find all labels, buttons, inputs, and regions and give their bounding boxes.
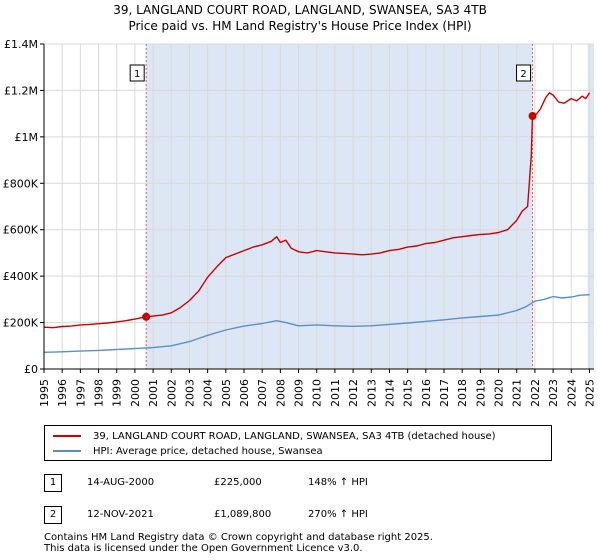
shaded-regions — [146, 44, 594, 369]
x-tick-label: 2012 — [347, 379, 360, 407]
footer-licence: This data is licensed under the Open Gov… — [44, 543, 363, 554]
footer-copyright: Contains HM Land Registry data © Crown c… — [44, 532, 433, 543]
table-row: 1 14-AUG-2000 £225,000 148% ↑ HPI — [44, 474, 544, 492]
transaction-price: £225,000 — [214, 477, 262, 488]
x-tick-label: 2020 — [493, 379, 506, 407]
y-tick-label: £800K — [3, 177, 39, 190]
transaction-date: 12-NOV-2021 — [87, 509, 154, 520]
transaction-label-box — [516, 64, 532, 82]
x-tick-label: 2022 — [529, 379, 542, 407]
x-tick-label: 2005 — [220, 379, 233, 407]
y-tick-label: £0 — [24, 363, 38, 376]
transaction-point — [528, 112, 537, 121]
x-tick-label: 1997 — [74, 379, 87, 407]
transaction-number-badge: 2 — [44, 506, 62, 524]
legend-label-hpi: HPI: Average price, detached house, Swan… — [93, 445, 323, 457]
y-tick-label: £400K — [3, 270, 39, 283]
x-tick-label: 2021 — [511, 379, 524, 407]
x-tick-label: 2014 — [383, 379, 396, 407]
x-tick-label: 2002 — [165, 379, 178, 407]
grid-lines — [43, 43, 594, 370]
hpi-line — [43, 294, 590, 353]
y-tick-label: £1.2M — [4, 84, 38, 97]
legend: 39, LANGLAND COURT ROAD, LANGLAND, SWANS… — [44, 425, 552, 461]
legend-item-property: 39, LANGLAND COURT ROAD, LANGLAND, SWANS… — [53, 429, 496, 443]
transaction-label-box — [129, 64, 145, 82]
y-tick-label: £1M — [15, 131, 39, 144]
chart-title: 39, LANGLAND COURT ROAD, LANGLAND, SWANS… — [113, 3, 487, 17]
x-tick-label: 2019 — [474, 379, 487, 407]
x-tick-label: 2003 — [183, 379, 196, 407]
y-tick-label: £1.4M — [4, 38, 38, 51]
transaction-price: £1,089,800 — [214, 509, 272, 520]
x-tick-label: 2016 — [420, 379, 433, 407]
transaction-hpi: 270% ↑ HPI — [308, 509, 368, 520]
shaded-region — [146, 44, 533, 369]
x-tick-label: 1999 — [111, 379, 124, 407]
x-tick-label: 2000 — [129, 379, 142, 407]
x-tick-label: 2007 — [256, 379, 269, 407]
legend-swatch-hpi — [53, 450, 81, 452]
chart-subtitle: Price paid vs. HM Land Registry's House … — [128, 19, 472, 33]
x-tick-label: 2010 — [311, 379, 324, 407]
transaction-hpi: 148% ↑ HPI — [308, 477, 368, 488]
transaction-points — [142, 112, 537, 321]
x-tick-label: 1998 — [93, 379, 106, 407]
x-tick-label: 1995 — [38, 379, 51, 407]
x-tick-label: 2024 — [565, 379, 578, 407]
x-tick-label: 2011 — [329, 379, 342, 407]
x-tick-label: 2004 — [202, 379, 215, 407]
x-tick-label: 2013 — [365, 379, 378, 407]
x-tick-label: 1996 — [56, 379, 69, 407]
axes: £0 £200K £400K £600K £800K £1M £1.2M £1.4M 1995 1… — [3, 38, 597, 407]
x-tick-label: 2001 — [147, 379, 160, 407]
transaction-label: 2 — [520, 69, 526, 80]
x-tick-label: 2018 — [456, 379, 469, 407]
transaction-number-badge: 1 — [44, 474, 62, 492]
y-tick-label: £200K — [3, 317, 39, 330]
transaction-date: 14-AUG-2000 — [87, 477, 155, 488]
x-tick-label: 2008 — [274, 379, 287, 407]
y-tick-label: £600K — [3, 224, 39, 237]
shaded-region — [587, 44, 594, 369]
x-tick-label: 2023 — [547, 379, 560, 407]
x-tick-label: 2025 — [583, 379, 596, 407]
table-row: 2 12-NOV-2021 £1,089,800 270% ↑ HPI — [44, 506, 544, 524]
legend-label-property: 39, LANGLAND COURT ROAD, LANGLAND, SWANS… — [93, 430, 496, 442]
legend-item-hpi: HPI: Average price, detached house, Swan… — [53, 444, 323, 458]
transaction-label: 1 — [134, 69, 140, 80]
x-tick-label: 2017 — [438, 379, 451, 407]
x-tick-label: 2006 — [238, 379, 251, 407]
legend-swatch-property — [53, 435, 81, 437]
transaction-point — [142, 312, 151, 321]
x-tick-label: 2009 — [293, 379, 306, 407]
x-tick-label: 2015 — [402, 379, 415, 407]
